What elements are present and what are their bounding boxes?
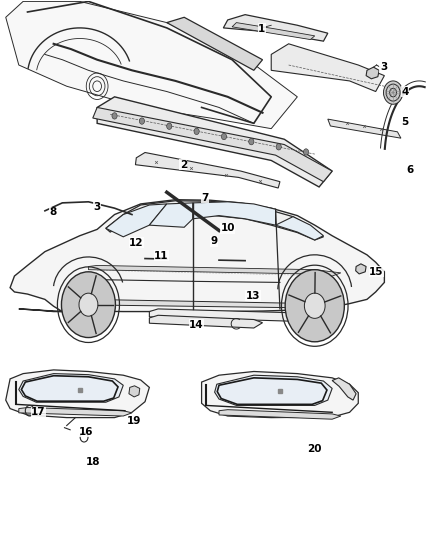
- Polygon shape: [276, 216, 323, 240]
- Polygon shape: [271, 44, 385, 92]
- Text: 9: 9: [210, 236, 217, 246]
- Polygon shape: [19, 374, 123, 402]
- Circle shape: [139, 118, 145, 124]
- Circle shape: [112, 113, 117, 119]
- Text: 11: 11: [154, 251, 169, 261]
- Polygon shape: [201, 372, 358, 418]
- Text: 16: 16: [79, 427, 93, 437]
- Text: 12: 12: [129, 238, 144, 248]
- Text: 2: 2: [180, 160, 187, 169]
- Polygon shape: [71, 300, 341, 309]
- Polygon shape: [135, 152, 280, 188]
- Text: 3: 3: [93, 202, 101, 212]
- Circle shape: [386, 84, 400, 101]
- Circle shape: [276, 143, 281, 150]
- Circle shape: [285, 270, 344, 342]
- Polygon shape: [93, 108, 332, 182]
- Polygon shape: [19, 408, 132, 416]
- Circle shape: [384, 81, 403, 104]
- Polygon shape: [356, 264, 366, 274]
- Polygon shape: [219, 410, 341, 419]
- Circle shape: [194, 128, 199, 134]
- Polygon shape: [149, 316, 262, 328]
- Text: 19: 19: [127, 416, 141, 426]
- Text: 5: 5: [402, 117, 409, 127]
- Circle shape: [61, 272, 116, 337]
- Text: 3: 3: [380, 62, 387, 72]
- Polygon shape: [223, 14, 328, 41]
- Polygon shape: [167, 17, 262, 70]
- Polygon shape: [193, 202, 276, 225]
- Circle shape: [79, 293, 98, 316]
- Polygon shape: [88, 265, 341, 276]
- Text: 15: 15: [369, 267, 384, 277]
- Text: 1: 1: [258, 24, 265, 34]
- Circle shape: [304, 293, 325, 318]
- Polygon shape: [6, 2, 297, 128]
- Text: 7: 7: [201, 192, 209, 203]
- Text: 4: 4: [402, 86, 409, 96]
- Text: 10: 10: [220, 223, 235, 233]
- Polygon shape: [10, 200, 385, 312]
- Text: 14: 14: [189, 320, 204, 330]
- Text: 6: 6: [407, 165, 414, 175]
- Text: 18: 18: [85, 457, 100, 466]
- Polygon shape: [332, 378, 356, 400]
- Polygon shape: [149, 203, 193, 227]
- Text: 20: 20: [307, 445, 322, 455]
- Polygon shape: [97, 97, 332, 187]
- Polygon shape: [328, 119, 401, 138]
- Circle shape: [249, 139, 254, 145]
- Polygon shape: [106, 201, 323, 240]
- Polygon shape: [366, 67, 379, 79]
- Circle shape: [221, 133, 226, 140]
- Text: 13: 13: [246, 290, 260, 301]
- Polygon shape: [106, 204, 167, 237]
- Polygon shape: [129, 386, 140, 397]
- Polygon shape: [149, 309, 315, 321]
- Polygon shape: [232, 22, 315, 39]
- Text: 8: 8: [49, 207, 57, 217]
- Circle shape: [166, 123, 172, 130]
- Polygon shape: [215, 375, 332, 406]
- Polygon shape: [6, 370, 149, 418]
- Circle shape: [304, 149, 309, 155]
- Text: 17: 17: [31, 407, 46, 417]
